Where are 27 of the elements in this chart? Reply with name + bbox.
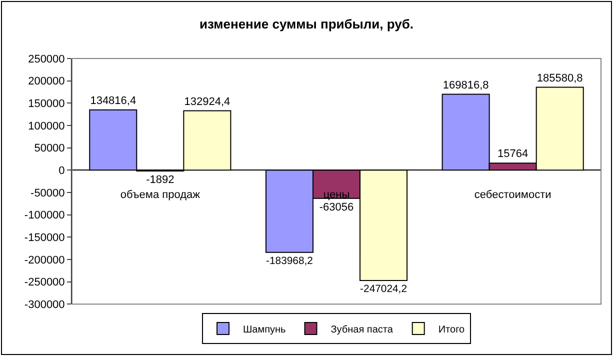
data-label: -247024,2	[360, 284, 408, 296]
y-tick-label: 100000	[28, 120, 65, 132]
y-tick-label: -200000	[24, 254, 65, 266]
data-label: 15764	[498, 148, 528, 160]
y-tick-label: 200000	[28, 76, 65, 88]
x-tick-label: объема продаж	[120, 189, 201, 202]
y-tick-label: -150000	[24, 232, 65, 244]
y-tick-label: 150000	[28, 98, 65, 110]
y-tick-label: 250000	[28, 53, 65, 66]
y-tick-label: 50000	[34, 142, 65, 155]
data-label: 132924,4	[184, 96, 230, 108]
y-tick-label: -250000	[24, 276, 65, 289]
data-label: -63056	[319, 201, 354, 214]
data-label: 134816,4	[90, 94, 136, 107]
y-tick-label: -100000	[24, 210, 65, 222]
data-label: -183968,2	[266, 256, 314, 267]
legend-label: Шампунь	[243, 324, 286, 336]
data-label: 185580,8	[536, 72, 583, 84]
chart-title: изменение суммы прибыли, руб.	[199, 16, 414, 32]
legend-label: Итого	[438, 324, 465, 336]
y-tick-label: 0	[58, 165, 65, 177]
legend-label: Зубная паста	[330, 324, 394, 336]
x-tick-label: себестоимости	[474, 189, 552, 202]
y-tick-label: -50000	[30, 187, 65, 200]
data-label: 169816,8	[442, 79, 489, 92]
data-label: -1892	[146, 174, 174, 186]
y-tick-label: -300000	[24, 299, 65, 312]
